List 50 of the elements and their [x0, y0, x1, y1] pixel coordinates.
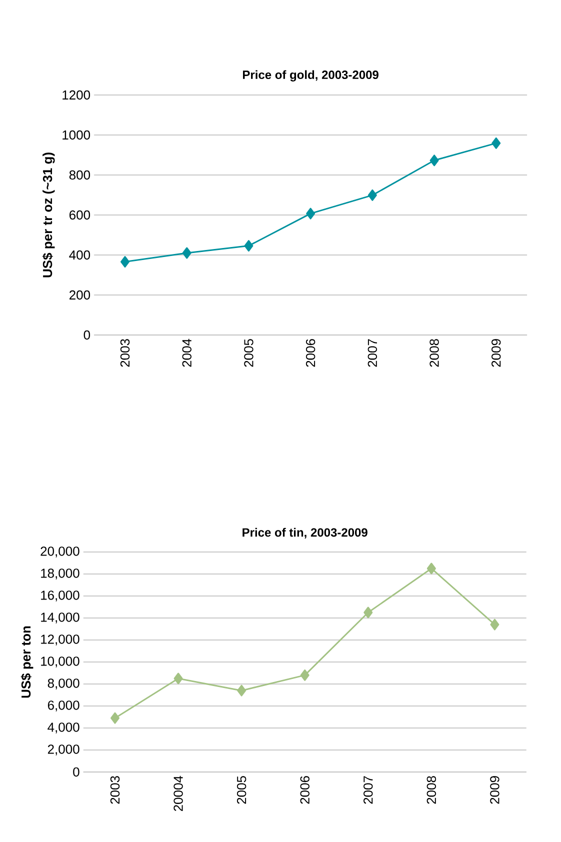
- y-tick-label: 2,000: [48, 744, 80, 756]
- y-tick-label: 14,000: [41, 612, 80, 624]
- point: [430, 154, 439, 166]
- x-tick-label: 2007: [364, 776, 373, 804]
- y-tick-label: 16,000: [41, 590, 80, 602]
- point: [490, 618, 500, 630]
- point: [368, 189, 377, 201]
- point: [110, 712, 120, 724]
- x-tick-label: 2004: [182, 338, 192, 367]
- x-tick-label: 2005: [236, 776, 246, 804]
- point: [364, 606, 373, 618]
- x-tick-label: 2003: [110, 776, 120, 804]
- chart-title: Price of gold, 2003-2009: [243, 70, 378, 82]
- y-tick-label: 6,000: [48, 700, 80, 712]
- y-tick-label: 8,000: [48, 678, 80, 690]
- x-tick-label: 2009: [492, 339, 501, 367]
- point: [306, 208, 316, 220]
- y-tick-label: 1000: [62, 130, 90, 140]
- x-tick-label: 2006: [300, 776, 310, 804]
- y-tick-label: 200: [70, 290, 90, 300]
- y-tick-label: 10,000: [41, 656, 80, 668]
- point: [426, 562, 436, 574]
- x-tick-label: 2006: [306, 339, 316, 367]
- point: [300, 669, 310, 681]
- point: [174, 672, 183, 684]
- y-axis-title: US$ per tr oz (~31 g): [42, 152, 55, 278]
- x-tick-label: 2007: [368, 339, 378, 367]
- x-tick-label: 2008: [430, 339, 439, 367]
- point: [244, 240, 254, 252]
- y-tick-label: 18,000: [41, 568, 80, 580]
- y-axis-title: US$ per ton: [20, 626, 34, 698]
- x-tick-label: 2008: [426, 776, 436, 804]
- y-tick-label: 400: [69, 250, 90, 260]
- y-tick-label: 20,000: [40, 546, 80, 558]
- y-tick-label: 0: [73, 767, 80, 777]
- point: [237, 684, 246, 696]
- point: [120, 256, 130, 268]
- y-tick-label: 600: [70, 210, 90, 220]
- x-tick-label: 20004: [174, 776, 183, 812]
- x-tick-label: 2003: [120, 339, 130, 367]
- x-tick-label: 2009: [490, 776, 500, 804]
- y-tick-label: 800: [69, 170, 90, 180]
- y-tick-label: 0: [84, 330, 90, 340]
- y-tick-label: 1200: [62, 90, 90, 100]
- chart-title: Price of tin, 2003-2009: [242, 528, 368, 538]
- point: [182, 247, 192, 259]
- y-tick-label: 4,000: [48, 722, 80, 734]
- x-tick-label: 2005: [244, 339, 254, 367]
- y-tick-label: 12,000: [41, 634, 80, 646]
- point: [492, 137, 501, 149]
